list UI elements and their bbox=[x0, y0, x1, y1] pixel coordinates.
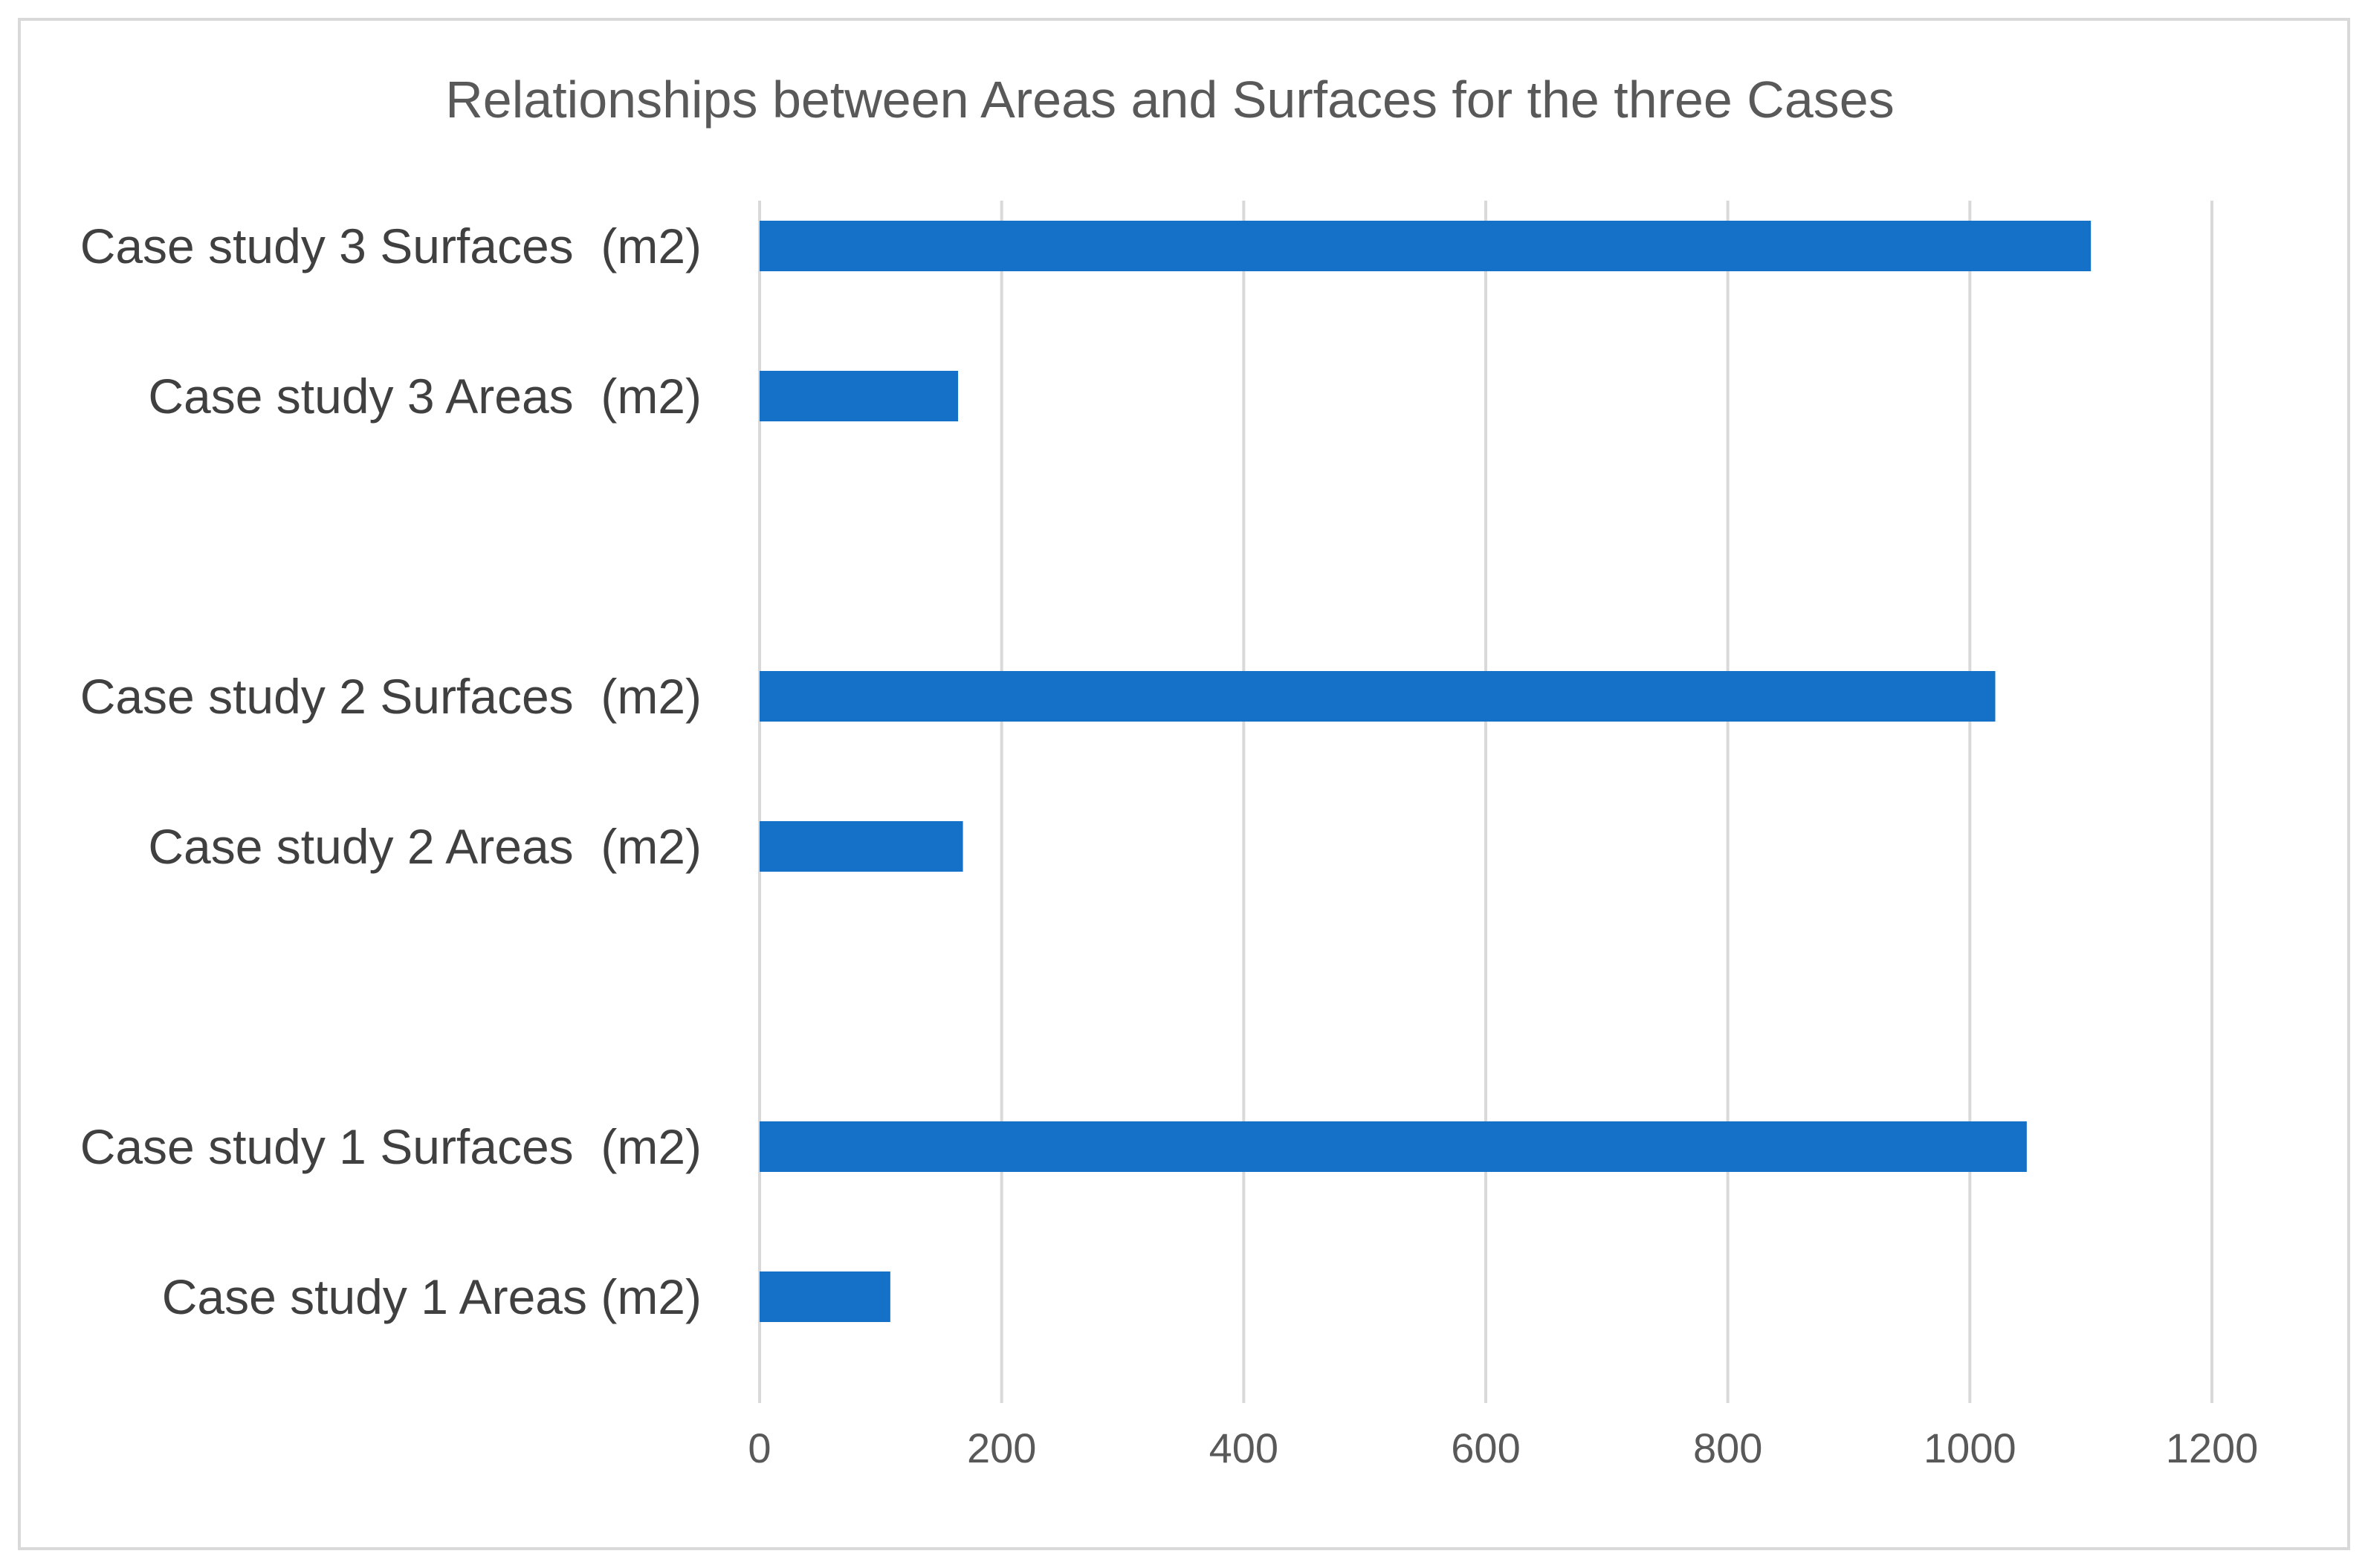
bars bbox=[760, 221, 2092, 1322]
bar bbox=[760, 821, 963, 872]
bar bbox=[760, 221, 2092, 271]
category-label: Case study 3 Surfaces (m2) bbox=[80, 218, 702, 273]
x-tick-label: 600 bbox=[1451, 1425, 1520, 1471]
bar bbox=[760, 1121, 2027, 1172]
category-label: Case study 2 Areas (m2) bbox=[148, 819, 702, 874]
chart-title: Relationships between Areas and Surfaces… bbox=[445, 71, 1894, 129]
chart-area: Relationships between Areas and Surfaces… bbox=[18, 18, 2350, 1550]
x-tick-label: 800 bbox=[1693, 1425, 1762, 1471]
category-label: Case study 2 Surfaces (m2) bbox=[80, 669, 702, 724]
category-label: Case study 1 Areas (m2) bbox=[162, 1269, 702, 1324]
x-tick-label: 0 bbox=[748, 1425, 771, 1471]
bar bbox=[760, 371, 959, 421]
x-tick-label: 1200 bbox=[2166, 1425, 2259, 1471]
category-label: Case study 1 Surfaces (m2) bbox=[80, 1119, 702, 1174]
bar bbox=[760, 1271, 890, 1322]
bar-chart: Relationships between Areas and Surfaces… bbox=[80, 71, 2259, 1471]
category-label: Case study 3 Areas (m2) bbox=[148, 369, 702, 424]
category-labels: Case study 1 Areas (m2) Case study 1 Surf… bbox=[80, 218, 702, 1324]
x-tick-label: 400 bbox=[1209, 1425, 1278, 1471]
x-tick-label: 200 bbox=[967, 1425, 1036, 1471]
x-axis-tick-labels: 0 200 400 600 800 1000 1200 bbox=[748, 1425, 2258, 1471]
gridlines bbox=[758, 201, 2213, 1403]
bar bbox=[760, 671, 1996, 722]
x-tick-label: 1000 bbox=[1924, 1425, 2016, 1471]
